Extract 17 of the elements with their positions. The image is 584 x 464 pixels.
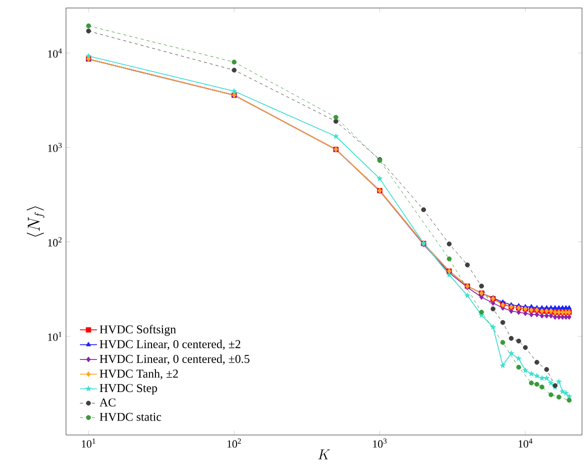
legend-label: AC [100,398,116,406]
x-axis-title: $K$ [318,450,330,460]
legend-label: HVDC static [100,412,162,421]
y-tick-label: 10$^{2}$ [48,237,62,246]
legend-label: HVDC Tanh, ±2 [100,369,178,380]
y-tick-label: 10$^{3}$ [48,142,62,152]
x-tick-label: 10$^{1}$ [82,438,96,448]
x-tick-label: 10$^{4}$ [518,438,532,448]
legend-label: HVDC Linear, 0 centered, ±2 [100,340,240,350]
legend-label: HVDC Step [100,384,158,395]
y-axis-title: $\langle N_f \rangle$ [26,206,44,237]
x-tick-label: 10$^{3}$ [373,438,387,448]
y-tick-label: 10$^{4}$ [48,48,62,58]
y-tick-label: 10$^{1}$ [48,332,62,341]
x-tick-label: 10$^{2}$ [227,438,241,448]
legend-label: HVDC Softsign [100,324,176,336]
legend-label: HVDC Linear, 0 centered, ±0.5 [100,354,250,365]
